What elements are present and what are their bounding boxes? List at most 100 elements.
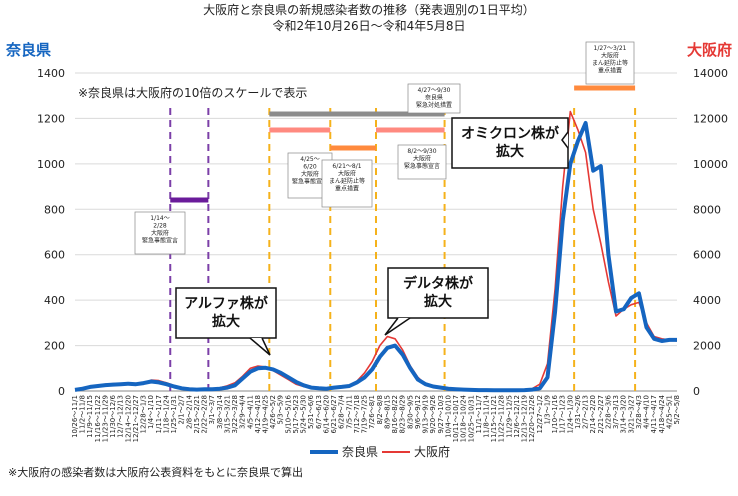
x-tick-label: 5/3～5/9 [277, 395, 285, 425]
period-label-line: 2/28 [153, 223, 167, 230]
omicron-callout-text-line: オミクロン株が [461, 125, 560, 142]
delta-callout-text: デルタ株が拡大 [403, 275, 474, 310]
x-tick-label: 10/26～11/1 [71, 395, 79, 438]
legend: 奈良県 大阪府 [310, 444, 450, 459]
left-tick-label: 1200 [37, 112, 65, 125]
period-label: 4/25～ 6/20 大阪府緊急事態宣言 [292, 156, 328, 186]
x-tick-label: 5/31～6/6 [307, 394, 315, 429]
period-label-line: 大阪府 [413, 155, 431, 163]
right-tick-label: 6000 [693, 249, 721, 262]
x-tick-label: 4/19～4/25 [262, 395, 270, 433]
x-tick-label: 4/26～5/2 [269, 395, 277, 429]
x-tick-label: 1/25～1/31 [170, 395, 178, 433]
period-label-line: 大阪府 [151, 229, 169, 237]
x-tick-label: 11/30～12/6 [109, 394, 117, 437]
left-tick-label: 200 [44, 340, 65, 353]
omicron-callout-pointer [561, 131, 569, 149]
period-label-line: まん延防止等 [329, 177, 365, 185]
series-line-nara [74, 121, 677, 393]
x-tick-label: 10/25～10/31 [467, 395, 475, 442]
footnote: ※大阪府の感染者数は大阪府公表資料をもとに奈良県で算出 [8, 465, 303, 479]
x-tick-label: 11/22～11/28 [498, 395, 506, 442]
x-tick-label: 2/1～2/7 [178, 395, 186, 425]
period-label-box [134, 211, 186, 255]
x-tick-label: 7/26～8/1 [368, 395, 376, 429]
period-label-line: まん延防止等 [592, 59, 628, 67]
x-tick-label: 6/14～6/20 [322, 395, 330, 433]
x-tick-label: 1/31～2/6 [574, 394, 582, 429]
x-tick-label: 10/4～10/10 [444, 395, 452, 438]
x-tick-label: 3/29～4/4 [239, 394, 247, 429]
x-tick-label: 11/9～11/15 [86, 395, 94, 438]
alpha-callout-text-line: 拡大 [212, 313, 240, 330]
right-tick-label: 12000 [693, 112, 728, 125]
chart-title: 大阪府と奈良県の新規感染者数の推移（発表週別の1日平均） [203, 2, 535, 17]
delta-callout-text-line: 拡大 [424, 293, 452, 310]
x-tick-label: 9/20～9/26 [429, 394, 437, 433]
delta-callout-pointer [384, 317, 411, 336]
x-tick-label: 4/11～4/17 [650, 395, 658, 433]
legend-label: 大阪府 [414, 444, 450, 459]
x-tick-label: 4/12～4/18 [254, 395, 262, 433]
period-label-line: 1/14～ [150, 215, 169, 222]
period-label: 6/21～8/1 大阪府まん延防止等重点措置 [329, 163, 365, 193]
x-tick-label: 3/14～3/20 [620, 395, 628, 433]
period-bars: 1/14～ 2/28 大阪府緊急事態宣言 4/25～ 6/20 大阪府緊急事態宣言6/21… [134, 41, 636, 255]
x-tick-label: 3/7～3/13 [612, 395, 620, 429]
x-tick-label: 12/20～12/26 [528, 394, 536, 442]
left-axis-ticks: 0 200 400 600 800 1000 1200 1400 [37, 67, 65, 398]
period-label-line: 4/27～9/30 [418, 87, 451, 94]
period-label-box [407, 83, 461, 114]
x-axis-ticks: 10/26～11/1 11/2～11/8 11/9～11/15 11/16～11/22… [71, 394, 681, 442]
x-tick-label: 5/17～5/23 [292, 395, 300, 433]
left-tick-label: 400 [44, 294, 65, 307]
period-label: 8/2～9/30 大阪府緊急事態宣言 [404, 148, 440, 170]
x-tick-label: 11/15～11/21 [490, 395, 498, 442]
x-tick-label: 8/9～8/15 [383, 395, 391, 429]
x-tick-label: 3/21～3/27 [627, 395, 635, 433]
left-axis-label: 奈良県 [5, 41, 51, 59]
x-tick-label: 3/28～4/3 [635, 395, 643, 429]
omicron-callout-text-line: 拡大 [496, 143, 524, 160]
x-tick-label: 12/6～12/12 [513, 395, 521, 438]
x-tick-label: 1/17～1/23 [559, 395, 567, 433]
x-tick-label: 2/15～2/21 [193, 395, 201, 433]
right-tick-label: 14000 [693, 67, 728, 80]
x-tick-label: 2/28～3/6 [604, 394, 612, 429]
period-label: 1/14～ 2/28 大阪府緊急事態宣言 [142, 215, 178, 245]
delta-callout-box [387, 267, 489, 319]
period-label-box [585, 41, 635, 85]
chart-subtitle: 令和2年10月26日～令和4年5月8日 [272, 18, 465, 33]
x-tick-label: 6/21～6/27 [330, 395, 338, 433]
x-tick-label: 12/21～12/27 [132, 395, 140, 442]
x-tick-label: 2/22～2/28 [201, 395, 209, 433]
x-tick-label: 11/29～12/5 [505, 395, 513, 438]
x-tick-label: 2/21～2/27 [597, 395, 605, 433]
x-tick-label: 8/16～8/22 [391, 395, 399, 433]
x-tick-label: 1/4～1/10 [147, 395, 155, 429]
right-tick-label: 10000 [693, 158, 728, 171]
x-tick-label: 3/8～3/14 [216, 394, 224, 429]
period-label-box [321, 159, 373, 208]
x-tick-label: 5/24～5/30 [300, 395, 308, 433]
period-label-line: 1/27～3/21 [594, 45, 627, 52]
omicron-callout-box [451, 117, 569, 169]
x-tick-label: 8/2～8/8 [376, 395, 384, 425]
x-tick-label: 12/27～1/2 [536, 395, 544, 433]
period-label-line: 緊急対処措置 [416, 101, 452, 109]
x-tick-label: 9/27～10/3 [437, 395, 445, 433]
period-label-box [397, 144, 447, 180]
period-label-line: 大阪府 [301, 170, 319, 178]
x-tick-label: 5/10～5/16 [284, 394, 292, 433]
x-tick-label: 11/1～11/7 [475, 395, 483, 433]
x-tick-label: 11/8～11/14 [482, 394, 490, 437]
period-label: 1/27～3/21 大阪府まん延防止等重点措置 [592, 45, 628, 75]
x-tick-label: 7/12～7/18 [353, 395, 361, 433]
left-tick-label: 800 [44, 203, 65, 216]
scale-note: ※奈良県は大阪府の10倍のスケールで表示 [78, 85, 307, 100]
x-tick-label: 12/7～12/13 [117, 395, 125, 438]
x-tick-label: 6/28～7/4 [338, 394, 346, 429]
x-tick-label: 4/25～5/1 [665, 395, 673, 429]
period-label-line: 4/25～ [300, 156, 319, 163]
